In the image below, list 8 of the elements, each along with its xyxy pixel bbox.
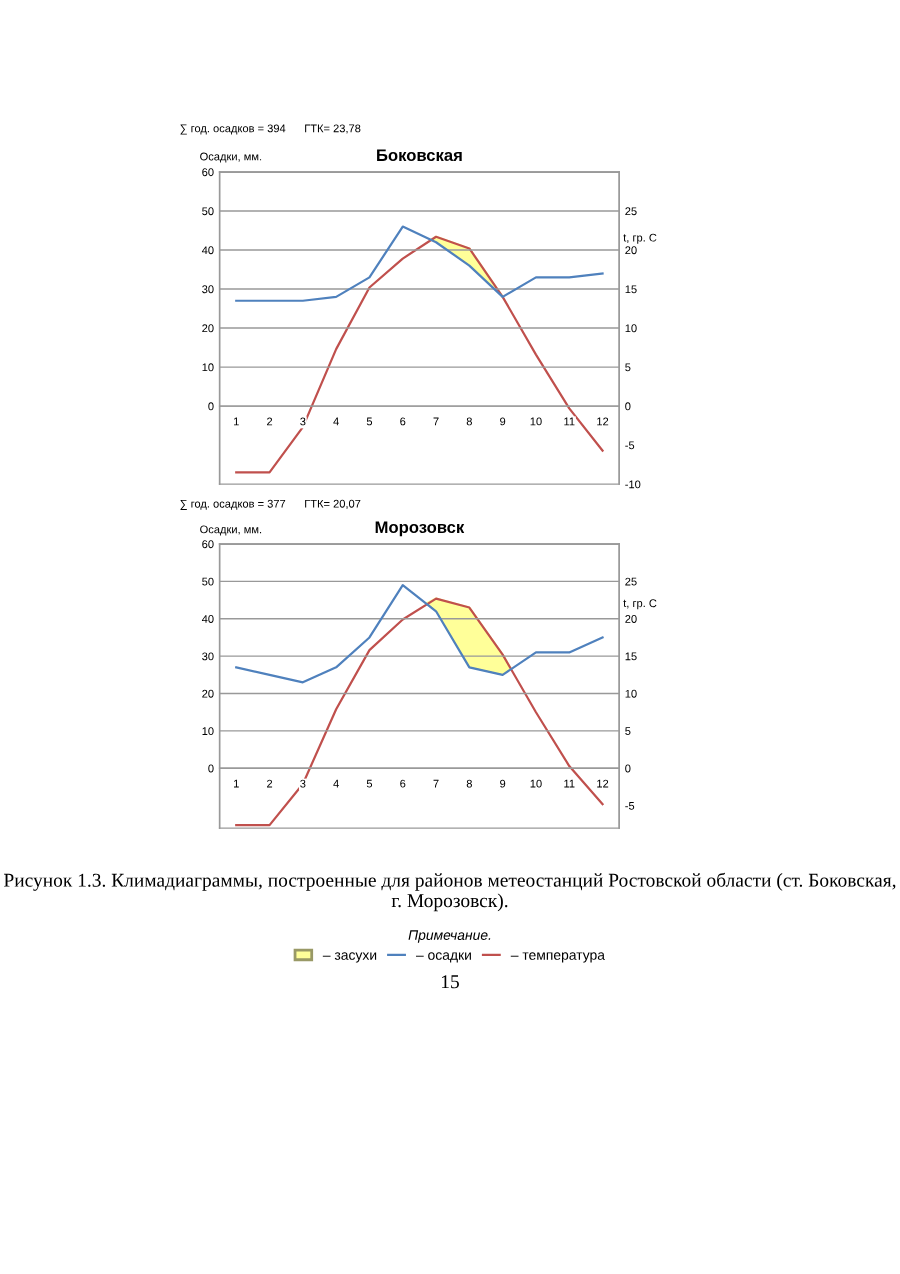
chart-title: Морозовск bbox=[375, 521, 465, 537]
line-series bbox=[235, 235, 604, 474]
text: Рисунок 1.3. Климадиаграммы, построенные для районов метеостанций Ростовской области (ст. Боковская, г. Морозовск). bbox=[4, 872, 896, 912]
text: 15 bbox=[441, 975, 459, 989]
line-series bbox=[235, 597, 604, 827]
line-series bbox=[235, 225, 604, 302]
chart-title: Боковская bbox=[377, 149, 462, 162]
line-series bbox=[235, 584, 604, 684]
